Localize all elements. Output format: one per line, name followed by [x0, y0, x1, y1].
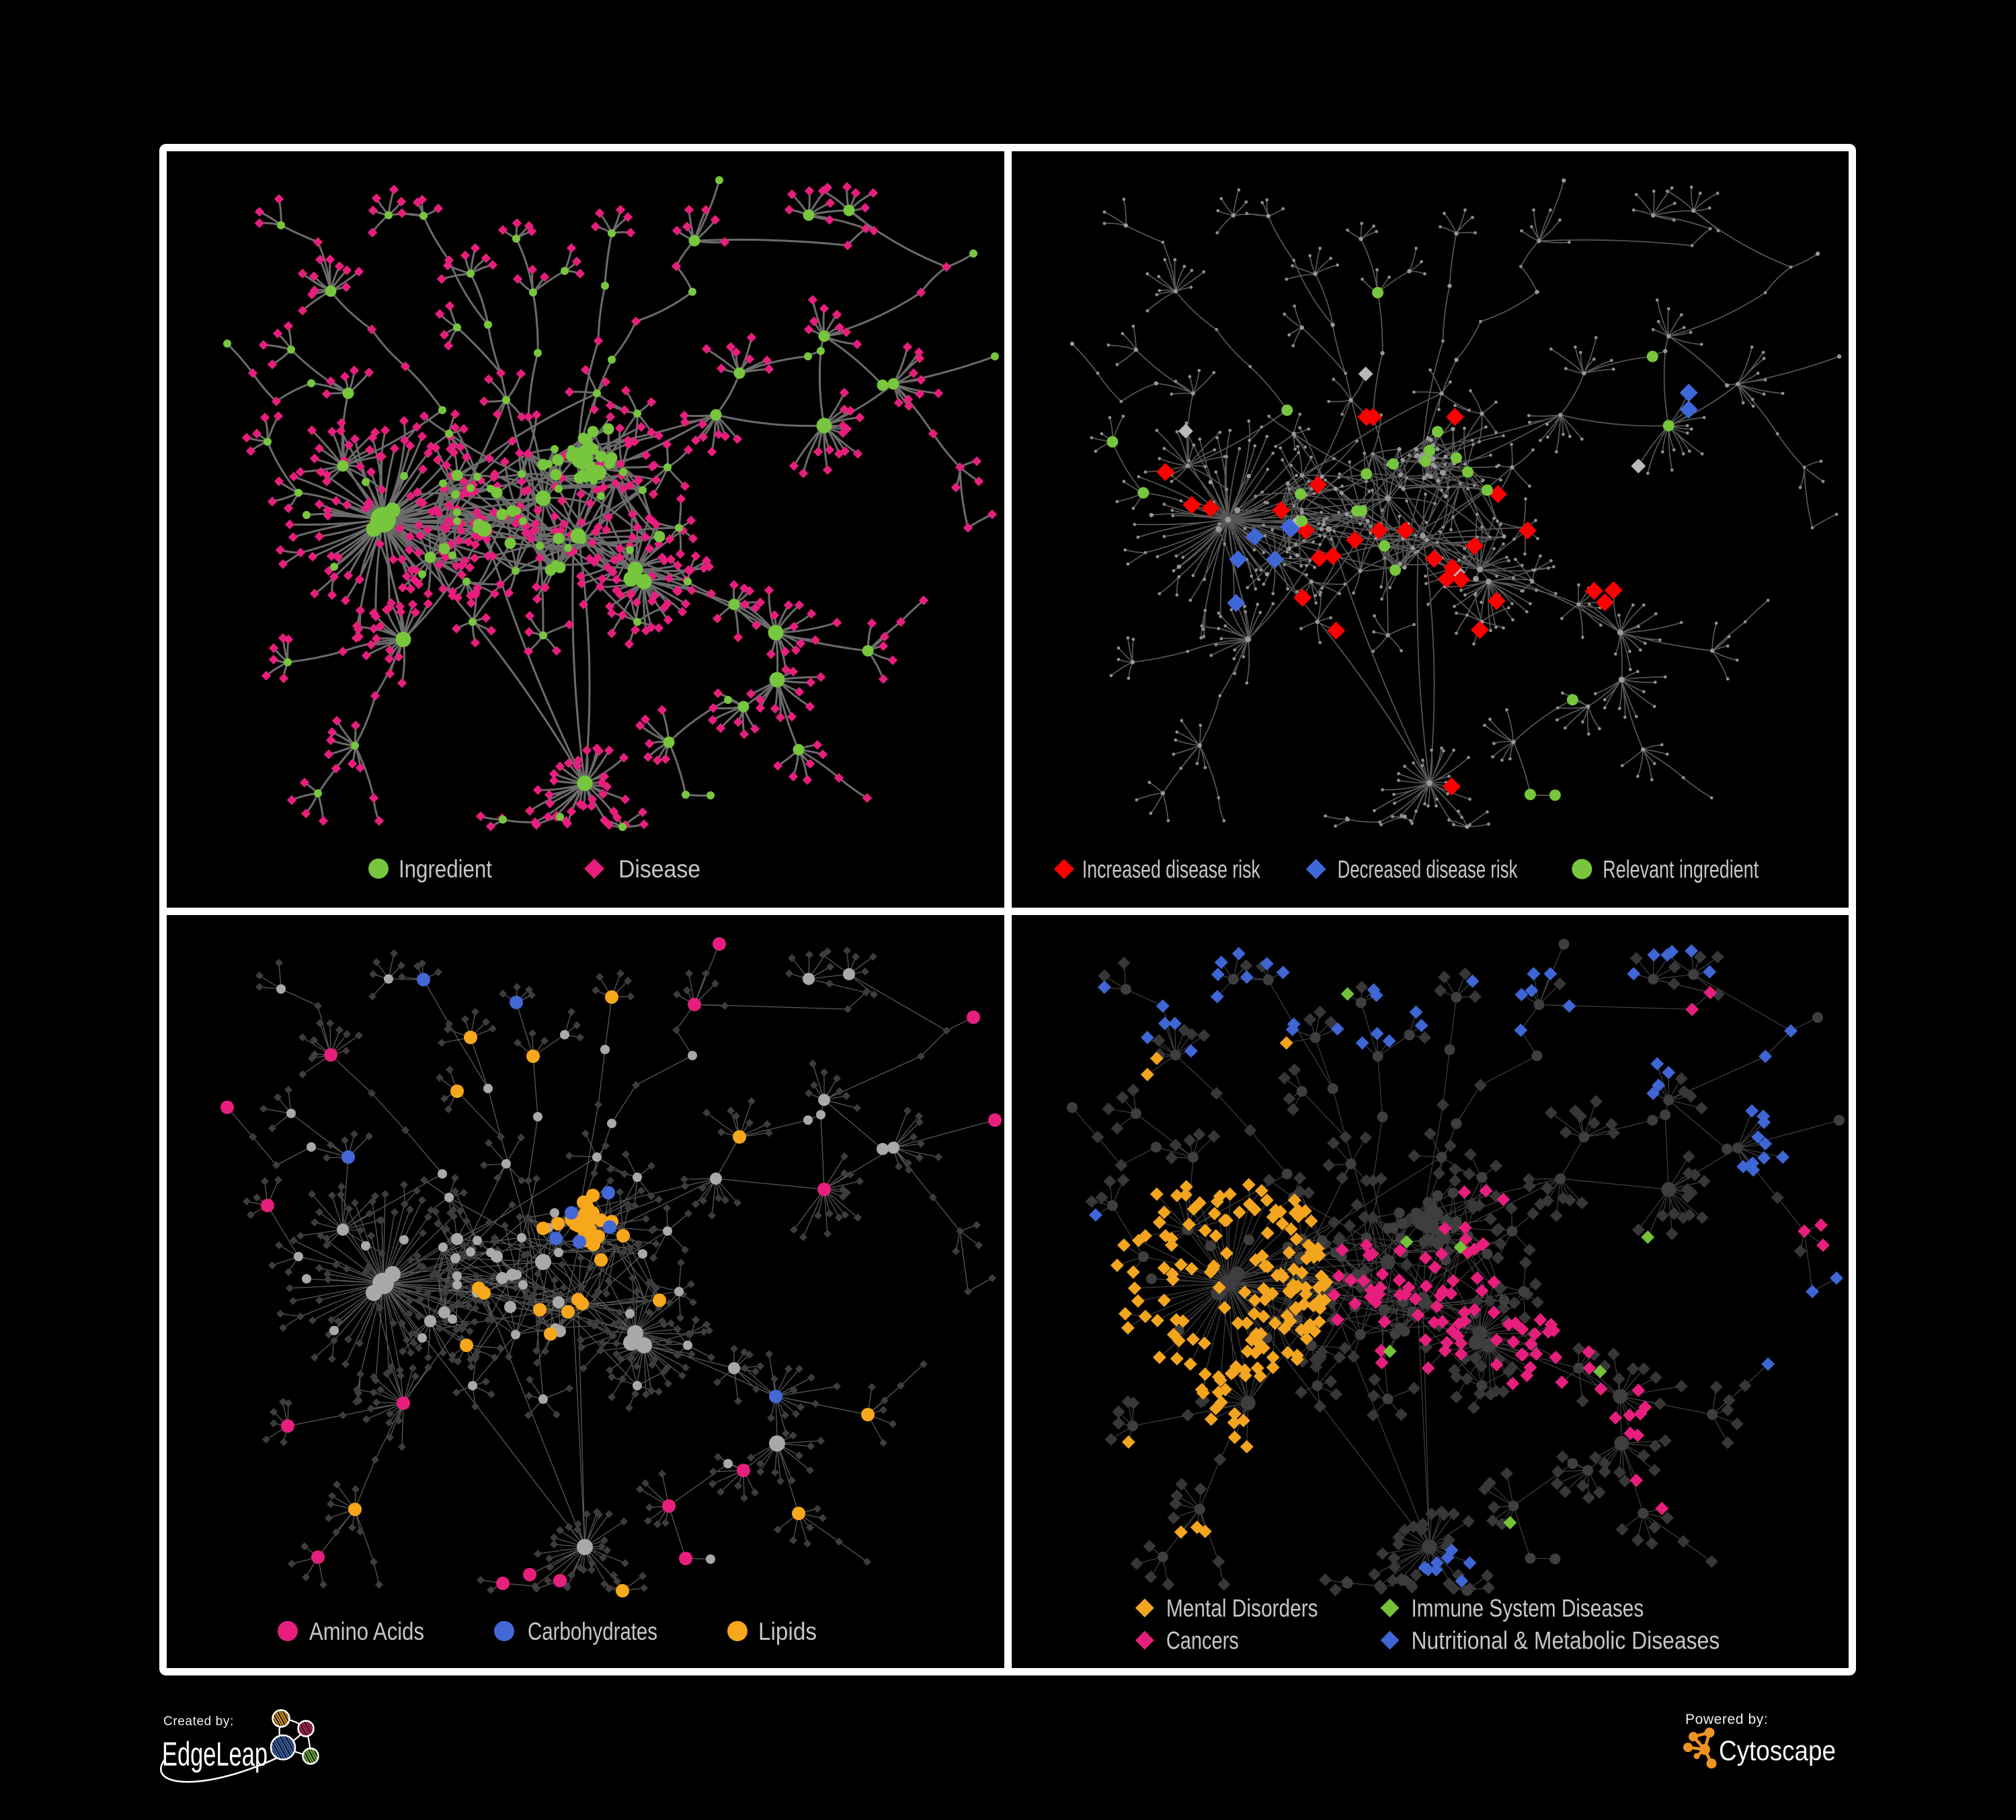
svg-text:Decreased disease risk: Decreased disease risk	[1338, 856, 1518, 883]
svg-text:Carbohydrates: Carbohydrates	[528, 1618, 657, 1645]
svg-text:Lipids: Lipids	[758, 1618, 817, 1645]
svg-text:Nutritional & Metabolic Diseas: Nutritional & Metabolic Diseases	[1412, 1627, 1720, 1655]
svg-text:EdgeLeap: EdgeLeap	[162, 1735, 268, 1773]
svg-text:Relevant ingredient: Relevant ingredient	[1603, 856, 1759, 883]
svg-text:Ingredient: Ingredient	[399, 855, 493, 883]
svg-text:Mental Disorders: Mental Disorders	[1166, 1595, 1318, 1622]
svg-text:Powered by:: Powered by:	[1685, 1712, 1768, 1727]
svg-text:Immune System Diseases: Immune System Diseases	[1412, 1595, 1644, 1622]
svg-text:Created by:: Created by:	[163, 1714, 234, 1729]
svg-text:Increased disease risk: Increased disease risk	[1082, 856, 1260, 883]
svg-text:Amino Acids: Amino Acids	[309, 1618, 424, 1645]
svg-text:Disease: Disease	[618, 855, 700, 883]
svg-text:Cytoscape: Cytoscape	[1719, 1735, 1836, 1766]
svg-text:Cancers: Cancers	[1166, 1627, 1239, 1655]
